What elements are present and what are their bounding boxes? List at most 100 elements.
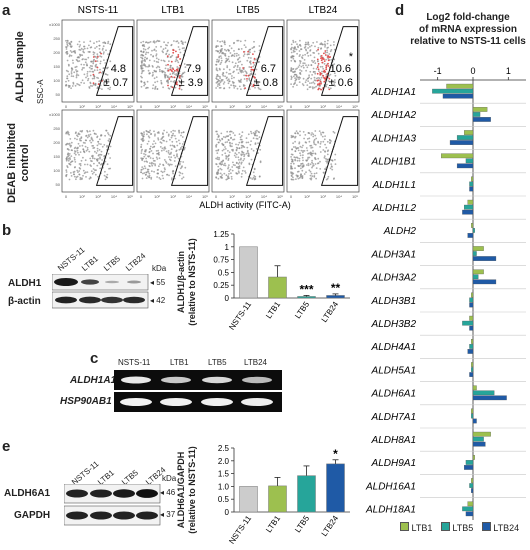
scatter-dot: [161, 171, 164, 174]
scatter-dot: [160, 70, 163, 72]
aldh-gate: [95, 116, 134, 186]
scatter-dot: [325, 160, 328, 163]
positive-dot: [252, 75, 255, 78]
scatter-dot: [153, 145, 155, 148]
scatter-dot: [329, 73, 332, 76]
scatter-dot: [217, 134, 220, 137]
scatter-dot: [257, 86, 260, 89]
scatter-dot: [147, 47, 149, 50]
scatter-dot: [74, 161, 77, 163]
scatter-dot: [306, 159, 309, 162]
scatter-dot: [72, 62, 74, 64]
scatter-dot: [146, 168, 149, 171]
scatter-dot: [140, 169, 143, 171]
scatter-dot: [83, 67, 85, 69]
scatter-dot: [293, 47, 296, 50]
scatter-dot: [76, 169, 79, 172]
scatter-dot: [140, 80, 143, 83]
scatter-dot: [299, 72, 301, 75]
scatter-dot: [153, 77, 156, 80]
scatter-dot: [309, 177, 312, 180]
scatter-dot: [82, 58, 84, 60]
scatter-dot: [101, 145, 104, 148]
scatter-dot: [152, 143, 154, 146]
scatter-dot: [246, 80, 248, 82]
scatter-dot: [325, 157, 327, 160]
scatter-dot: [216, 133, 219, 136]
positive-dot: [319, 73, 322, 75]
scatter-dot: [76, 175, 79, 178]
scatter-dot: [149, 157, 152, 159]
scatter-dot: [99, 153, 102, 156]
bar: [469, 483, 474, 488]
scatter-dot: [323, 138, 326, 141]
scatter-dot: [312, 133, 315, 136]
scatter-dot: [168, 174, 170, 177]
scatter-dot: [155, 46, 158, 48]
scatter-dot: [85, 63, 88, 65]
scatter-dot: [79, 164, 82, 167]
scatter-dot: [180, 88, 183, 91]
scatter-dot: [290, 178, 293, 181]
scatter-dot: [157, 152, 160, 155]
scatter-dot: [147, 65, 149, 68]
scatter-dot: [146, 86, 148, 89]
scatter-dot: [83, 150, 85, 153]
scatter-dot: [290, 83, 292, 85]
scatter-dot: [91, 155, 94, 158]
scatter-dot: [240, 135, 243, 137]
scatter-dot: [171, 76, 174, 79]
scatter-dot: [68, 153, 71, 155]
scatter-dot: [243, 155, 246, 158]
scatter-dot: [149, 145, 152, 148]
marker-55: ◂ 55: [150, 278, 166, 287]
scatter-dot: [180, 147, 182, 149]
scatter-dot: [296, 157, 299, 159]
scatter-dot: [175, 140, 178, 143]
scatter-dot: [69, 158, 71, 161]
positive-dot: [177, 54, 180, 56]
scatter-dot: [144, 56, 146, 59]
scatter-dot: [78, 84, 81, 87]
scatter-dot: [307, 64, 310, 67]
positive-dot: [169, 68, 172, 71]
scatter-dot: [178, 174, 181, 177]
bar: [472, 269, 484, 275]
scatter-dot: [221, 163, 224, 166]
scatter-dot: [174, 73, 176, 75]
scatter-dot: [221, 40, 224, 43]
scatter-dot: [181, 136, 184, 138]
scatter-dot: [317, 52, 320, 55]
scatter-dot: [299, 69, 301, 71]
scatter-dot: [319, 146, 321, 148]
scatter-dot: [306, 88, 309, 91]
scatter-dot: [162, 70, 165, 73]
western-blot-e: [64, 484, 161, 526]
y-tick-label: 0.5: [218, 268, 230, 277]
scatter-dot: [219, 63, 222, 65]
aldh-gate: [245, 26, 284, 96]
scatter-dot: [310, 77, 313, 80]
scatter-dot: [153, 140, 155, 143]
scatter-dot: [96, 76, 98, 79]
scatter-dot: [317, 64, 319, 67]
scatter-dot: [170, 156, 173, 159]
scatter-dot: [74, 137, 76, 140]
scatter-dot: [293, 156, 296, 159]
scatter-dot: [152, 159, 155, 162]
scatter-dot: [148, 64, 150, 67]
scatter-dot: [250, 130, 252, 133]
scatter-dot: [89, 139, 91, 142]
scatter-dot: [229, 52, 232, 54]
scatter-dot: [159, 141, 162, 144]
scatter-dot: [221, 174, 224, 176]
scatter-dot: [96, 69, 99, 71]
scatter-dot: [254, 134, 256, 137]
scatter-dot: [239, 60, 242, 63]
scatter-dot: [150, 53, 152, 56]
positive-dot: [320, 59, 323, 62]
bar: [471, 488, 474, 493]
scatter-dot: [299, 145, 302, 148]
scatter-dot: [66, 43, 69, 46]
scatter-dot: [83, 45, 85, 48]
